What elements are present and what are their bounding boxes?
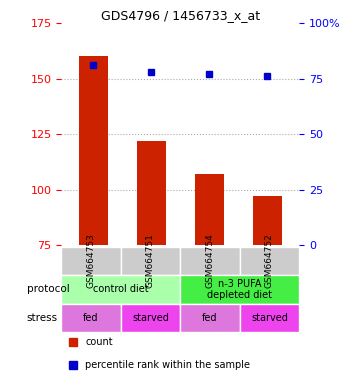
Text: control diet: control diet <box>93 285 149 295</box>
Text: starved: starved <box>132 313 169 323</box>
Bar <box>61 304 121 332</box>
Text: fed: fed <box>83 313 99 323</box>
Title: GDS4796 / 1456733_x_at: GDS4796 / 1456733_x_at <box>101 9 260 22</box>
Bar <box>195 174 224 384</box>
Text: fed: fed <box>202 313 218 323</box>
Bar <box>180 275 299 304</box>
Bar <box>121 304 180 332</box>
Text: GSM664751: GSM664751 <box>146 233 155 288</box>
Text: starved: starved <box>251 313 288 323</box>
Text: GSM664752: GSM664752 <box>265 233 274 288</box>
Bar <box>121 247 180 275</box>
Text: stress: stress <box>27 313 58 323</box>
Text: GSM664754: GSM664754 <box>205 233 215 288</box>
Bar <box>253 196 282 384</box>
Bar <box>61 275 180 304</box>
Bar <box>180 304 240 332</box>
Text: GSM664753: GSM664753 <box>86 233 96 288</box>
Text: n-3 PUFA
depleted diet: n-3 PUFA depleted diet <box>207 279 272 300</box>
Bar <box>79 56 108 384</box>
Bar <box>240 247 299 275</box>
Bar <box>180 247 240 275</box>
Text: count: count <box>85 337 113 347</box>
Bar <box>137 141 166 384</box>
Text: percentile rank within the sample: percentile rank within the sample <box>85 360 250 370</box>
Bar <box>240 304 299 332</box>
Bar <box>61 247 121 275</box>
Text: protocol: protocol <box>27 285 69 295</box>
